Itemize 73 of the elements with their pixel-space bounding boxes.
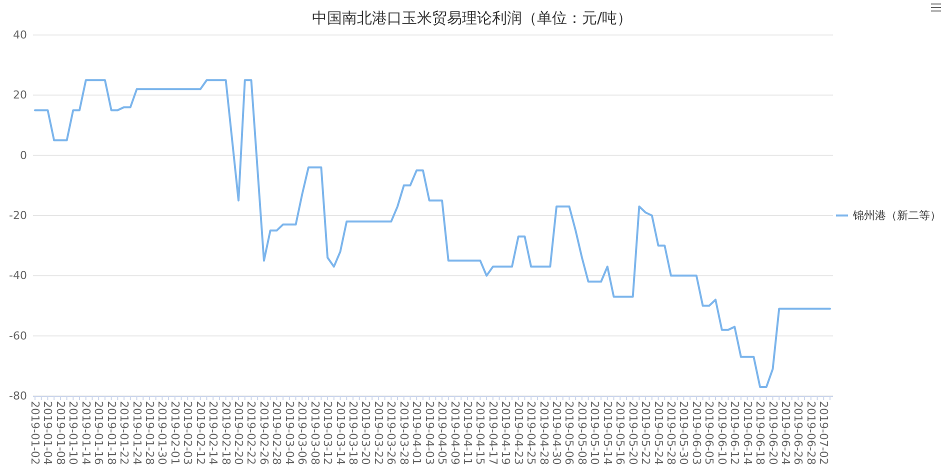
x-tick-label: 2019-04-30: [550, 401, 564, 465]
x-tick-label: 2019-06-14: [740, 401, 754, 465]
y-tick-label: 20: [13, 88, 27, 102]
y-tick-label: 0: [20, 148, 27, 162]
x-tick-label: 2019-01-16: [92, 401, 106, 465]
x-tick-label: 2019-03-20: [359, 401, 372, 465]
x-tick-label: 2019-02-14: [206, 401, 220, 465]
x-tick-label: 2019-02-20: [232, 401, 246, 465]
chart-title: 中国南北港口玉米贸易理论利润（单位：元/吨）: [312, 9, 632, 27]
x-tick-label: 2019-05-08: [575, 401, 588, 465]
x-tick-label: 2019-04-25: [524, 401, 538, 465]
x-tick-label: 2019-04-17: [486, 401, 500, 465]
x-tick-label: 2019-01-04: [41, 401, 54, 465]
x-tick-label: 2019-06-18: [754, 401, 767, 465]
x-tick-label: 2019-02-18: [219, 401, 232, 465]
x-tick-label: 2019-05-20: [626, 401, 640, 465]
x-tick-label: 2019-05-28: [664, 401, 678, 465]
x-tick-label: 2019-06-26: [792, 401, 805, 465]
y-tick-label: 40: [13, 28, 27, 42]
line-series: [34, 79, 831, 388]
x-tick-label: 2019-03-28: [397, 401, 410, 465]
y-tick-label: -40: [9, 269, 27, 282]
x-tick-label: 2019-05-16: [614, 401, 627, 465]
x-tick-label: 2019-03-14: [334, 401, 347, 465]
x-tick-label: 2019-03-22: [372, 401, 385, 465]
x-tick-label: 2019-01-18: [104, 401, 118, 465]
x-tick-label: 2019-03-12: [321, 401, 334, 465]
x-tick-label: 2019-03-08: [308, 401, 322, 465]
y-tick-label: -60: [9, 329, 27, 342]
x-tick-label: 2019-06-24: [778, 401, 792, 465]
x-tick-label: 2019-02-03: [181, 401, 194, 465]
x-tick-label: 2019-05-06: [562, 401, 576, 465]
x-tick-label: 2019-05-14: [600, 401, 614, 465]
x-tick-label: 2019-05-10: [588, 401, 602, 465]
x-tick-label: 2019-04-03: [422, 401, 436, 465]
x-tick-label: 2019-01-22: [118, 401, 131, 465]
x-tick-label: 2019-01-24: [130, 401, 144, 465]
x-tick-label: 2019-01-10: [66, 401, 80, 465]
x-tick-label: 2019-03-06: [296, 401, 309, 465]
x-tick-label: 2019-06-03: [690, 401, 703, 465]
y-tick-label: -80: [9, 390, 27, 402]
x-tick-label: 2019-03-18: [346, 401, 360, 465]
x-tick-label: 2019-04-05: [436, 401, 449, 465]
x-tick-label: 2019-06-10: [715, 401, 728, 465]
x-tick-label: 2019-04-09: [448, 401, 462, 465]
x-tick-label: 2019-04-01: [410, 401, 424, 465]
x-tick-label: 2019-06-28: [804, 401, 818, 465]
x-tick-label: 2019-04-19: [499, 401, 512, 465]
x-tick-label: 2019-01-30: [156, 401, 169, 465]
x-tick-label: 2019-02-22: [244, 401, 258, 465]
x-tick-label: 2019-01-02: [28, 401, 42, 465]
x-tick-label: 2019-07-02: [817, 401, 830, 465]
x-tick-label: 2019-05-22: [639, 401, 652, 465]
x-tick-label: 2019-01-28: [142, 401, 156, 465]
x-tick-label: 2019-04-15: [474, 401, 487, 465]
x-tick-label: 2019-06-20: [766, 401, 780, 465]
x-tick-label: 2019-05-30: [677, 401, 690, 465]
x-tick-label: 2019-02-26: [257, 401, 270, 465]
x-tick-label: 2019-05-24: [652, 401, 665, 465]
x-tick-label: 2019-04-28: [537, 401, 550, 465]
x-tick-label: 2019-01-08: [54, 401, 67, 465]
x-tick-label: 2019-02-01: [168, 401, 182, 465]
y-tick-label: -20: [9, 209, 27, 222]
x-tick-label: 2019-06-05: [702, 401, 716, 465]
legend-label: 锦州港（新二等）: [852, 209, 941, 222]
x-tick-label: 2019-04-11: [460, 401, 474, 465]
x-tick-label: 2019-03-26: [384, 401, 398, 465]
x-tick-label: 2019-03-04: [282, 401, 296, 465]
x-tick-label: 2019-01-14: [79, 401, 92, 465]
x-tick-label: 2019-06-12: [728, 401, 742, 465]
x-tick-label: 2019-02-12: [194, 401, 207, 465]
x-tick-label: 2019-04-23: [512, 401, 525, 465]
x-tick-label: 2019-02-28: [270, 401, 284, 465]
